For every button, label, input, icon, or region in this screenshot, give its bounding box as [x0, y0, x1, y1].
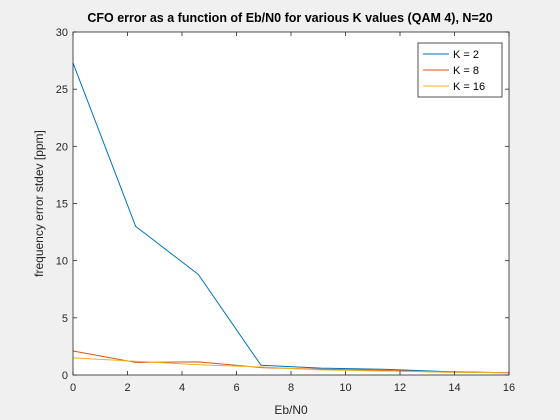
y-tick-label: 10: [56, 256, 68, 268]
x-axis-label: Eb/N0: [274, 403, 308, 417]
y-tick-label: 15: [56, 199, 68, 211]
x-tick-label: 16: [503, 382, 515, 394]
legend: K = 2 K = 8 K = 16: [418, 43, 502, 97]
y-axis-label: frequency error stdev [ppm]: [32, 130, 46, 277]
x-tick-label: 12: [394, 382, 406, 394]
y-tick-label: 30: [56, 27, 68, 39]
x-tick-label: 14: [448, 382, 460, 394]
y-tick-label: 20: [56, 141, 68, 153]
x-tick-label: 4: [179, 382, 185, 394]
x-tick-label: 2: [124, 382, 130, 394]
x-tick-label: 6: [233, 382, 239, 394]
x-tick-label: 8: [288, 382, 294, 394]
y-tick-label: 25: [56, 84, 68, 96]
x-tick-label: 10: [339, 382, 351, 394]
legend-label-1: K = 2: [453, 49, 479, 61]
chart-title: CFO error as a function of Eb/N0 for var…: [87, 11, 492, 25]
y-tick-label: 5: [62, 313, 68, 325]
y-tick-label: 0: [62, 370, 68, 382]
legend-label-3: K = 16: [453, 81, 485, 93]
legend-label-2: K = 8: [453, 65, 479, 77]
x-tick-label: 0: [70, 382, 76, 394]
